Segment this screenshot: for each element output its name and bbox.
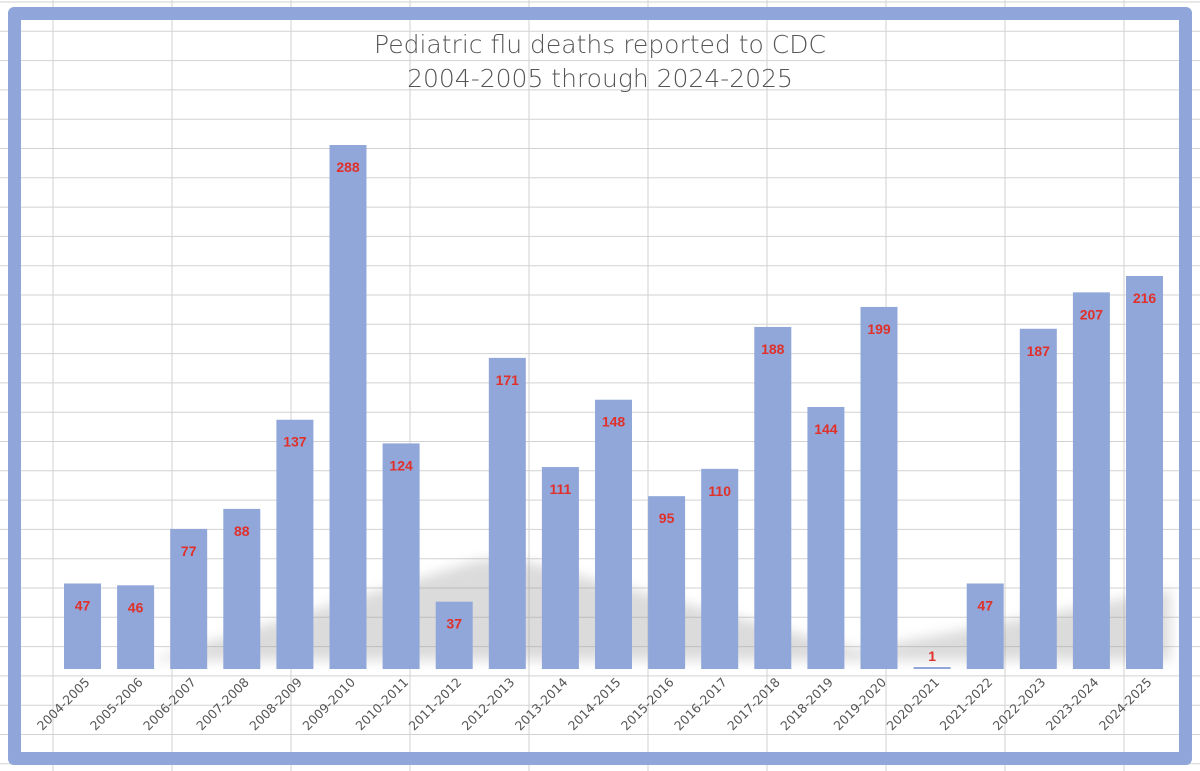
x-tick-label: 2019-2020 (830, 674, 889, 733)
x-tick-label: 2015-2016 (618, 674, 677, 733)
data-label: 124 (389, 457, 413, 473)
chart-subtitle: 2004-2005 through 2024-2025 (407, 64, 793, 93)
bar-2020-2021 (913, 667, 951, 669)
x-tick-label: 2007-2008 (193, 674, 252, 733)
bar-2017-2018 (754, 326, 792, 669)
bar-2014-2015 (595, 399, 632, 669)
bar-2007-2008 (223, 508, 261, 669)
data-label: 144 (814, 421, 838, 437)
x-tick-label: 2022-2023 (990, 675, 1049, 734)
bar-2009-2010 (329, 145, 367, 669)
x-tick-label: 2005-2006 (87, 674, 146, 733)
x-tick-label: 2012-2013 (459, 675, 518, 734)
chart-frame (8, 7, 1192, 765)
bar-2023-2024 (1072, 292, 1110, 669)
bar-2016-2017 (701, 468, 739, 669)
data-label: 1 (928, 648, 936, 664)
x-tick-label: 2017-2018 (724, 674, 783, 733)
bar-2005-2006 (117, 585, 155, 669)
data-label: 88 (234, 523, 250, 539)
data-label: 216 (1133, 290, 1157, 306)
bar-2006-2007 (170, 528, 208, 669)
x-tick-label: 2013-2014 (512, 674, 571, 733)
data-label: 46 (128, 599, 144, 615)
data-label: 288 (336, 159, 360, 175)
data-label: 111 (549, 481, 571, 497)
x-tick-label: 2016-2017 (671, 675, 730, 734)
data-label: 137 (283, 434, 307, 450)
x-tick-label: 2004-2005 (34, 675, 93, 734)
data-label: 37 (446, 616, 462, 632)
data-label: 47 (977, 597, 993, 613)
bar-2010-2011 (382, 443, 420, 669)
data-label: 77 (181, 543, 197, 559)
data-label: 171 (496, 372, 520, 388)
data-label: 95 (659, 510, 675, 526)
x-tick-label: 2023-2024 (1043, 674, 1102, 733)
bar-2013-2014 (541, 467, 579, 669)
bar-2019-2020 (860, 306, 898, 669)
x-tick-label: 2014-2015 (565, 675, 624, 734)
bar-2011-2012 (435, 601, 473, 669)
chart-title: Pediatric flu deaths reported to CDC (374, 30, 826, 59)
bar-2004-2005 (64, 583, 101, 669)
data-label: 207 (1080, 306, 1104, 322)
x-tick-label: 2009-2010 (299, 674, 358, 733)
bar-2021-2022 (966, 583, 1004, 669)
x-tick-label: 2018-2019 (777, 674, 836, 733)
bar-2018-2019 (807, 407, 845, 669)
bar-2024-2025 (1126, 276, 1163, 669)
x-tick-label: 2021-2022 (937, 675, 996, 734)
bar-2012-2013 (488, 357, 526, 669)
data-label: 187 (1027, 343, 1051, 359)
x-tick-label: 2024-2025 (1096, 675, 1155, 734)
x-tick-label: 2008-2009 (246, 674, 305, 733)
x-tick-label: 2020-2021 (883, 675, 942, 734)
bar-2015-2016 (648, 496, 686, 669)
data-label: 148 (602, 414, 626, 430)
bar-2008-2009 (276, 419, 314, 669)
x-tick-label: 2011-2012 (406, 675, 465, 734)
data-label: 199 (867, 321, 891, 337)
x-tick-label: 2006-2007 (140, 675, 199, 734)
data-label: 110 (708, 483, 731, 499)
bar-2022-2023 (1019, 328, 1057, 669)
x-tick-label: 2010-2011 (352, 675, 411, 734)
data-label: 188 (761, 341, 785, 357)
data-label: 47 (75, 597, 91, 613)
